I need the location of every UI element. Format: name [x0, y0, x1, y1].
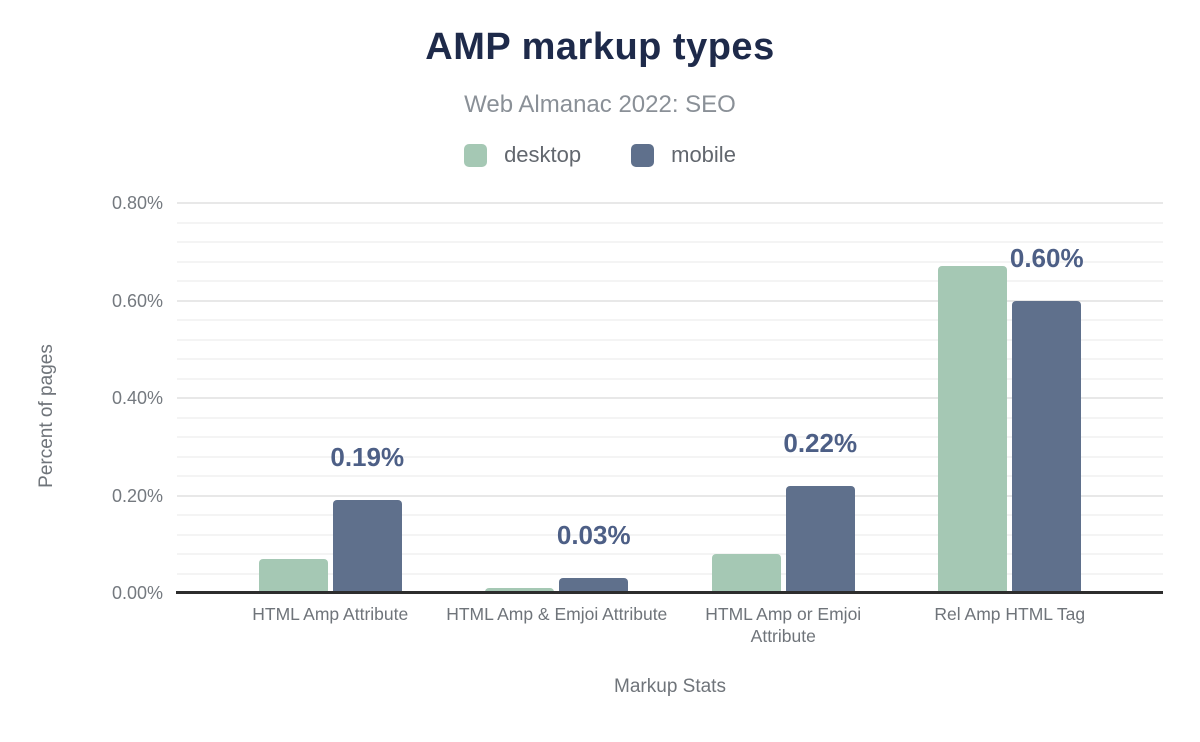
legend-swatch-desktop: [464, 143, 488, 167]
legend-item-mobile: mobile: [631, 142, 736, 168]
minor-gridline: [177, 436, 1163, 438]
minor-gridline: [177, 455, 1163, 458]
minor-gridline: [177, 416, 1163, 419]
major-gridline: [177, 202, 1163, 204]
minor-gridline: [177, 475, 1163, 477]
minor-gridline: [177, 280, 1163, 282]
x-axis-line: [176, 591, 1163, 594]
x-tick-label: Rel Amp HTML Tag: [934, 604, 1086, 624]
major-gridline: [177, 494, 1163, 497]
legend-label-desktop: desktop: [504, 142, 582, 167]
y-tick-label: 0.40%: [111, 388, 163, 408]
mobile-data-label: 0.19%: [330, 442, 405, 473]
major-gridline: [177, 397, 1163, 399]
bar-mobile: [1012, 300, 1082, 593]
x-tick-label: HTML Amp & Emjoi Attribute: [446, 604, 668, 624]
minor-gridline: [177, 358, 1163, 360]
minor-gridline: [177, 319, 1163, 321]
minor-gridline: [177, 260, 1163, 263]
bar-mobile: [332, 500, 402, 593]
bar-mobile: [559, 578, 629, 593]
legend-swatch-mobile: [631, 143, 655, 167]
y-axis-title: Percent of pages: [36, 344, 57, 488]
minor-gridline: [177, 514, 1163, 516]
bar-desktop: [711, 554, 781, 593]
x-tick-label: HTML Amp Attribute: [252, 604, 409, 624]
minor-gridline: [177, 377, 1163, 380]
bar-desktop: [258, 558, 328, 593]
minor-gridline: [177, 533, 1163, 536]
bar-mobile: [785, 485, 855, 593]
y-tick-label: 0.00%: [111, 583, 163, 603]
minor-gridline: [177, 241, 1163, 243]
legend: desktop mobile: [0, 142, 1200, 168]
mobile-data-label: 0.22%: [783, 427, 858, 458]
minor-gridline: [177, 338, 1163, 341]
mobile-data-label: 0.03%: [556, 520, 631, 551]
chart-title: AMP markup types: [425, 26, 775, 68]
legend-label-mobile: mobile: [671, 142, 736, 167]
bar-desktop: [938, 266, 1008, 593]
y-tick-label: 0.80%: [111, 193, 163, 213]
y-tick-label: 0.60%: [111, 290, 163, 311]
major-gridline: [177, 299, 1163, 302]
chart-subtitle: Web Almanac 2022: SEO: [464, 91, 736, 118]
legend-item-desktop: desktop: [464, 142, 581, 168]
mobile-data-label: 0.60%: [1009, 242, 1084, 273]
x-axis-title: Markup Stats: [614, 676, 726, 697]
x-tick-label: HTML Amp or Emjoi Attribute: [705, 604, 862, 646]
minor-gridline: [177, 221, 1163, 224]
minor-gridline: [177, 553, 1163, 555]
bar-desktop: [485, 588, 555, 593]
minor-gridline: [177, 572, 1163, 575]
y-tick-label: 0.20%: [111, 485, 163, 506]
